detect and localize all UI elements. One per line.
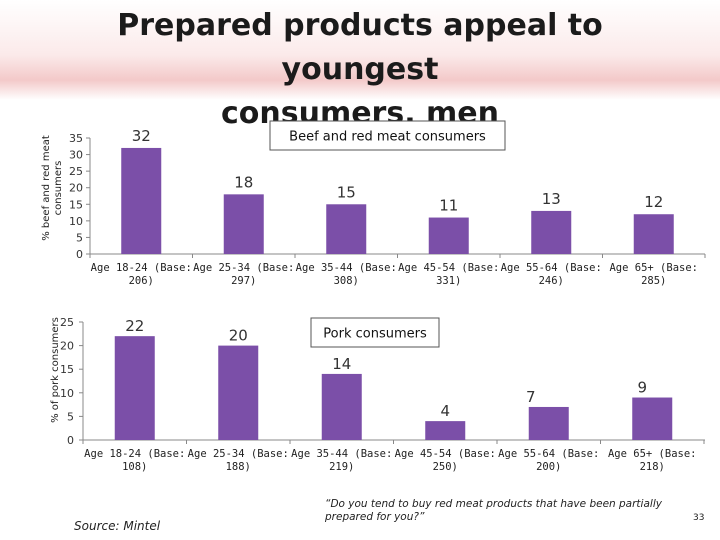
chart2-data-label: 14 bbox=[332, 355, 351, 373]
chart1-bar bbox=[223, 194, 264, 254]
chart2-y-tick-label: 10 bbox=[60, 387, 74, 400]
chart1-y-tick-label: 20 bbox=[69, 182, 83, 195]
chart1-bar bbox=[326, 204, 367, 254]
chart2-bar bbox=[218, 345, 259, 440]
chart2-bar bbox=[114, 336, 155, 440]
chart2-category-label: Age 55-64 (Base: bbox=[498, 448, 599, 460]
survey-question: “Do you tend to buy red meat products th… bbox=[325, 498, 662, 523]
title-band bbox=[0, 0, 720, 100]
page-title: Prepared products appeal to youngest con… bbox=[40, 4, 680, 136]
chart1-bar bbox=[428, 217, 469, 254]
source-note: Source: Mintel bbox=[74, 519, 161, 533]
chart2-category-label: Age 35-44 (Base: bbox=[291, 448, 392, 460]
chart2-data-label: 22 bbox=[125, 317, 144, 335]
chart1-y-tick-label: 5 bbox=[76, 231, 83, 244]
chart1-category-label: Age 35-44 (Base: bbox=[296, 262, 397, 274]
chart1-category-label: 331) bbox=[436, 275, 461, 287]
chart1-bar bbox=[121, 147, 162, 254]
chart1-data-label: 12 bbox=[644, 193, 663, 211]
chart2-category-label: Age 65+ (Base: bbox=[608, 448, 697, 460]
chart1-y-tick-label: 10 bbox=[69, 215, 83, 228]
chart1-data-label: 18 bbox=[234, 173, 253, 191]
chart1-y-tick-label: 30 bbox=[69, 149, 83, 162]
chart1-legend-box bbox=[269, 120, 506, 151]
title-line-1: Prepared products appeal to youngest bbox=[117, 8, 603, 87]
chart2-bar bbox=[321, 373, 362, 440]
chart2-data-label: 7 bbox=[526, 388, 536, 406]
chart2-category-label: Age 25-34 (Base: bbox=[188, 448, 289, 460]
chart2-data-label: 20 bbox=[229, 327, 248, 345]
chart1-data-label: 13 bbox=[542, 190, 561, 208]
chart2-legend-box bbox=[310, 317, 440, 348]
chart1-y-axis-label: % beef and red meat bbox=[41, 135, 52, 241]
chart2-data-label: 9 bbox=[637, 379, 647, 397]
chart2-bar bbox=[425, 421, 466, 440]
chart1-category-label: 206) bbox=[129, 275, 154, 287]
chart2-y-tick-label: 5 bbox=[67, 410, 74, 423]
chart2-y-tick-label: 25 bbox=[60, 316, 74, 329]
chart2-category-label: Age 18-24 (Base: bbox=[84, 448, 185, 460]
chart2-y-axis-label: % of pork consumers bbox=[50, 317, 61, 423]
chart1-category-label: Age 55-64 (Base: bbox=[501, 262, 602, 274]
chart1-data-label: 32 bbox=[132, 127, 151, 145]
chart1-data-label: 15 bbox=[337, 183, 356, 201]
chart1-category-label: Age 25-34 (Base: bbox=[193, 262, 294, 274]
chart2-bar bbox=[632, 397, 673, 440]
chart1-bar bbox=[633, 214, 674, 254]
chart1-y-tick-label: 35 bbox=[69, 132, 83, 145]
chart2-bar bbox=[528, 406, 569, 440]
chart2-category-label: 250) bbox=[433, 461, 458, 473]
chart1-category-label: 246) bbox=[539, 275, 564, 287]
chart1-y-tick-label: 25 bbox=[69, 165, 83, 178]
chart2-category-label: 218) bbox=[640, 461, 665, 473]
chart1-category-label: 297) bbox=[231, 275, 256, 287]
chart1-category-label: Age 45-54 (Base: bbox=[398, 262, 499, 274]
chart1-category-label: Age 18-24 (Base: bbox=[91, 262, 192, 274]
chart1-category-label: 285) bbox=[641, 275, 666, 287]
chart1-bar bbox=[531, 210, 572, 254]
chart2-title: Pork consumers bbox=[323, 327, 427, 342]
chart2-category-label: 188) bbox=[226, 461, 251, 473]
chart2-data-label: 4 bbox=[440, 402, 450, 420]
chart2-category-label: 108) bbox=[122, 461, 147, 473]
chart1-y-axis-label: consumers bbox=[53, 161, 64, 216]
chart2-y-tick-label: 20 bbox=[60, 340, 74, 353]
chart2-category-label: 200) bbox=[536, 461, 561, 473]
chart2-y-tick-label: 15 bbox=[60, 363, 74, 376]
chart1-category-label: 308) bbox=[334, 275, 359, 287]
chart2-category-label: 219) bbox=[329, 461, 354, 473]
chart1-y-tick-label: 15 bbox=[69, 198, 83, 211]
chart2-category-label: Age 45-54 (Base: bbox=[395, 448, 496, 460]
chart1-y-tick-label: 0 bbox=[76, 248, 83, 261]
chart2-y-tick-label: 0 bbox=[67, 434, 74, 447]
chart1-data-label: 11 bbox=[439, 197, 458, 215]
chart1-category-label: Age 65+ (Base: bbox=[609, 262, 698, 274]
chart1-title: Beef and red meat consumers bbox=[289, 130, 486, 145]
page-number: 33 bbox=[693, 513, 705, 523]
